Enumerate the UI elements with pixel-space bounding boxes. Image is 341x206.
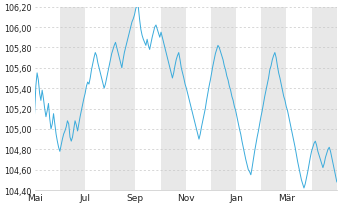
Bar [312,8,337,190]
Bar [161,8,186,190]
Bar [60,8,85,190]
Bar [211,8,236,190]
Bar [110,8,135,190]
Bar [261,8,286,190]
